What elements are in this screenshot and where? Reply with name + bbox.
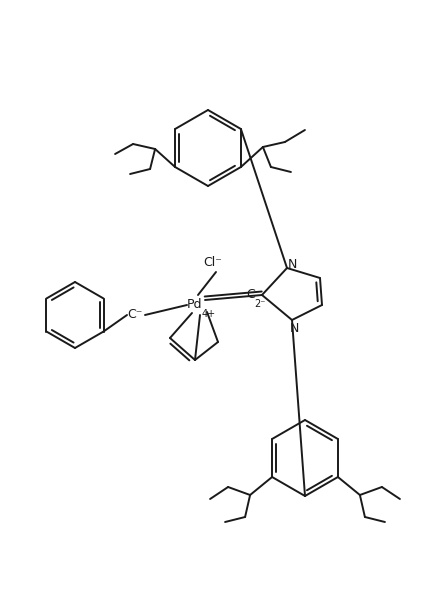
Text: C: C bbox=[247, 288, 255, 300]
Text: Cl⁻: Cl⁻ bbox=[204, 255, 223, 269]
Text: 2⁻: 2⁻ bbox=[254, 299, 266, 309]
Text: C⁻: C⁻ bbox=[127, 308, 143, 322]
Text: Pd: Pd bbox=[187, 299, 203, 311]
Text: 4+: 4+ bbox=[202, 309, 216, 319]
Text: N: N bbox=[290, 322, 299, 334]
Text: N: N bbox=[287, 258, 297, 272]
